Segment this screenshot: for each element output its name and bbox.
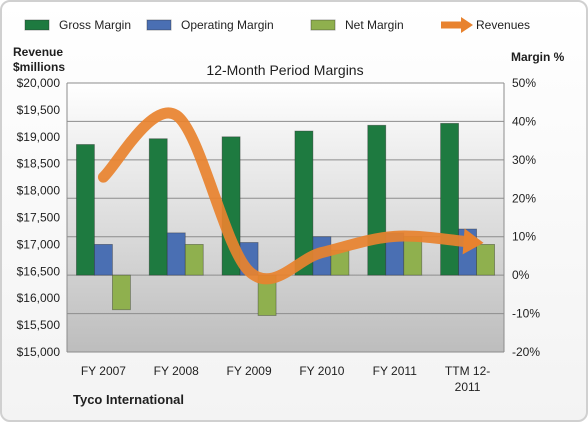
right-tick-label: -10%: [512, 307, 540, 321]
left-tick-label: $18,000: [17, 184, 61, 198]
bar-gross-margin: [440, 122, 459, 276]
right-axis-title: Margin %: [511, 50, 565, 64]
bar-gross-margin: [367, 124, 387, 276]
category-label: FY 2009: [227, 364, 272, 378]
left-tick-label: $20,000: [17, 76, 61, 90]
left-axis-title: Revenue: [13, 45, 63, 59]
right-tick-label: 0%: [512, 268, 530, 282]
legend-swatch-operating-margin: [146, 19, 172, 31]
left-tick-label: $19,000: [17, 130, 61, 144]
legend-label: Revenues: [476, 18, 530, 32]
bar-net-margin: [476, 243, 495, 276]
category-label: FY 2007: [81, 364, 126, 378]
category-label: 2011: [455, 380, 481, 394]
bar-operating-margin: [94, 243, 113, 276]
legend-swatch-net-margin: [310, 19, 336, 31]
left-tick-label: $19,500: [17, 103, 61, 117]
legend-label: Gross Margin: [59, 18, 131, 32]
right-tick-label: 50%: [512, 76, 536, 90]
left-tick-label: $17,500: [17, 211, 61, 225]
left-axis-title: $millions: [13, 60, 65, 74]
left-tick-label: $16,000: [17, 291, 61, 305]
company-name: Tyco International: [73, 392, 184, 407]
bar-net-margin: [112, 274, 131, 311]
right-tick-label: 30%: [512, 153, 536, 167]
bar-net-margin: [403, 236, 423, 276]
bar-gross-margin: [148, 138, 168, 276]
category-label: FY 2008: [154, 364, 199, 378]
legend-label: Operating Margin: [181, 18, 274, 32]
category-label: FY 2011: [373, 364, 418, 378]
revenue-line: [97, 107, 474, 285]
bar-gross-margin: [294, 130, 314, 276]
bar-gross-margin: [76, 144, 95, 276]
right-tick-label: 40%: [512, 114, 536, 128]
right-tick-label: 20%: [512, 191, 536, 205]
left-tick-label: $15,500: [17, 318, 61, 332]
left-tick-label: $18,500: [17, 157, 61, 171]
margins-chart: $15,000 $15,500 $16,000 $16,500 $17,000 $17,5…: [13, 17, 565, 407]
category-label: FY 2010: [299, 364, 344, 378]
bar-net-margin: [184, 243, 204, 276]
revenue-arrowhead: [462, 228, 484, 255]
legend-arrow-icon: [461, 17, 473, 33]
legend-label: Net Margin: [345, 18, 404, 32]
left-tick-label: $17,000: [17, 237, 61, 251]
chart-title: 12-Month Period Margins: [206, 62, 363, 78]
right-tick-label: -20%: [512, 345, 540, 359]
plot-area: [67, 83, 504, 352]
left-tick-label: $16,500: [17, 264, 61, 278]
bar-operating-margin: [166, 232, 186, 276]
left-tick-label: $15,000: [17, 345, 61, 359]
category-label: TTM 12-: [445, 364, 490, 378]
legend-swatch-gross-margin: [24, 19, 50, 31]
right-tick-label: 10%: [512, 230, 536, 244]
